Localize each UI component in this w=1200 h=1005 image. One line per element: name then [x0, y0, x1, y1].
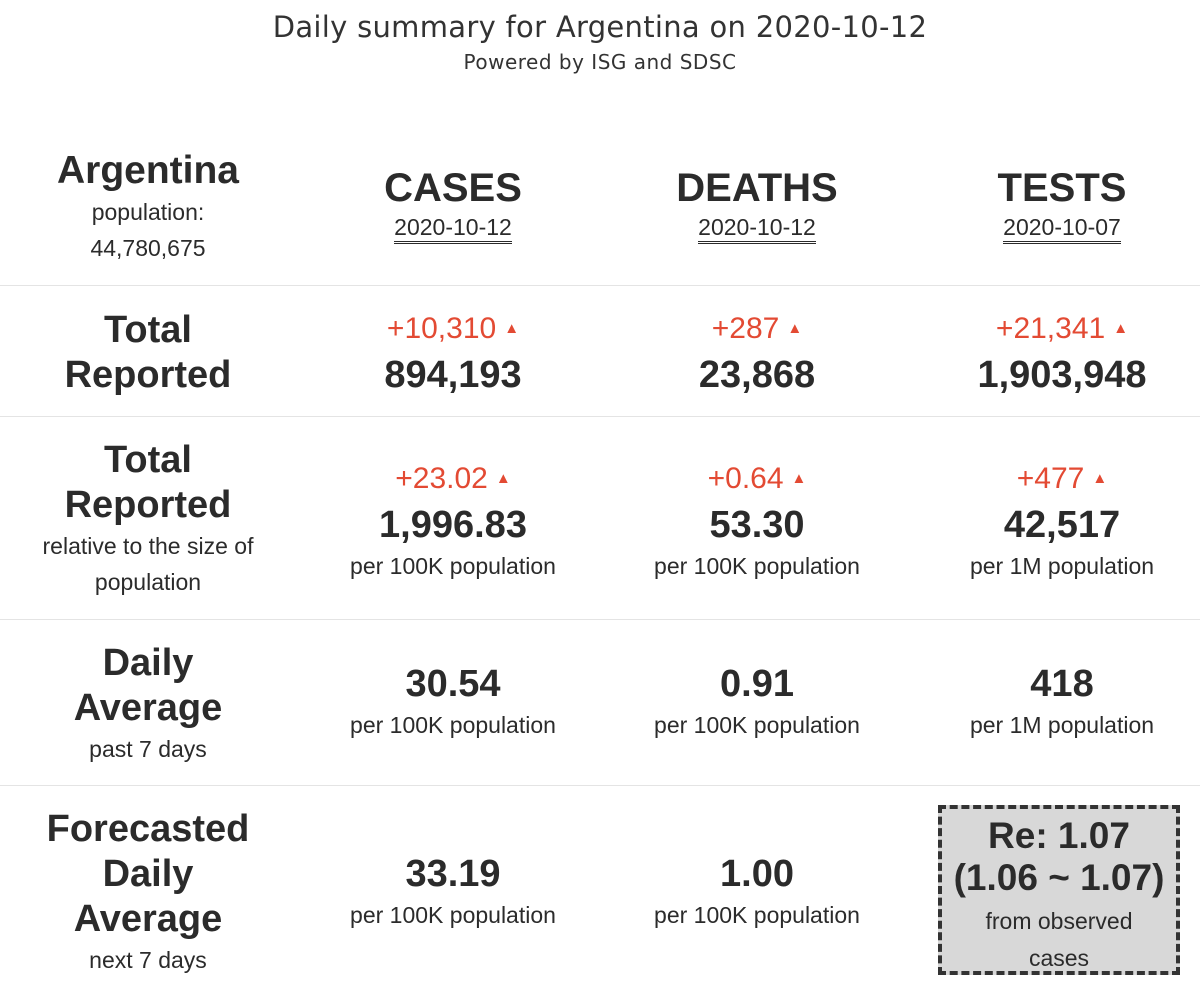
delta-value: +287 ▲	[711, 312, 803, 345]
forecast-value: 33.19	[405, 853, 501, 895]
up-triangle-icon: ▲	[504, 320, 520, 337]
delta-value: +10,310 ▲	[386, 312, 520, 345]
unit-label: per 100K population	[654, 712, 860, 738]
column-header-cases: CASES 2020-10-12	[300, 166, 606, 244]
total-tests-cell: +21,341 ▲ 1,903,948	[910, 311, 1200, 398]
row-label-daily: Daily Average past 7 days	[0, 641, 296, 767]
column-header-deaths: DEATHS 2020-10-12	[606, 166, 908, 244]
unit-label: per 100K population	[350, 712, 556, 738]
daily-value: 30.54	[405, 663, 501, 705]
up-triangle-icon: ▲	[787, 320, 803, 337]
row-label-line: Average	[73, 687, 223, 729]
row-label-forecast: Forecasted Daily Average next 7 days	[0, 807, 296, 978]
country-header: Argentina population: 44,780,675	[0, 148, 296, 266]
unit-label: per 1M population	[969, 712, 1155, 738]
row-divider	[0, 785, 1200, 786]
row-divider	[0, 416, 1200, 417]
row-divider	[0, 619, 1200, 620]
unit-label: per 1M population	[969, 553, 1155, 579]
unit-label: per 100K population	[350, 902, 556, 928]
up-triangle-icon: ▲	[495, 470, 511, 487]
column-title: DEATHS	[676, 166, 838, 210]
page-title: Daily summary for Argentina on 2020-10-1…	[272, 10, 928, 44]
relative-value: 42,517	[1003, 504, 1121, 546]
relative-tests-cell: +477 ▲ 42,517 per 1M population	[910, 461, 1200, 584]
re-source-line: cases	[1028, 945, 1090, 971]
daily-deaths-cell: 0.91 per 100K population	[606, 661, 908, 743]
relative-value: 53.30	[709, 504, 805, 546]
row-label-line: Reported	[64, 354, 232, 396]
relative-value: 1,996.83	[379, 504, 527, 546]
row-label-line: Daily	[102, 642, 194, 684]
row-sublabel: past 7 days	[89, 736, 207, 762]
relative-cases-cell: +23.02 ▲ 1,996.83 per 100K population	[300, 461, 606, 584]
row-label-total: Total Reported	[0, 308, 296, 398]
unit-label: per 100K population	[350, 553, 556, 579]
unit-label: per 100K population	[654, 553, 860, 579]
relative-deaths-cell: +0.64 ▲ 53.30 per 100K population	[606, 461, 908, 584]
total-cases-cell: +10,310 ▲ 894,193	[300, 311, 606, 398]
country-name: Argentina	[56, 149, 239, 192]
column-date[interactable]: 2020-10-12	[394, 214, 512, 244]
row-label-line: Average	[73, 898, 223, 940]
daily-value: 0.91	[720, 663, 794, 705]
up-triangle-icon: ▲	[1092, 470, 1108, 487]
up-triangle-icon: ▲	[791, 470, 807, 487]
column-title: TESTS	[997, 166, 1127, 210]
row-label-line: Forecasted	[46, 808, 250, 850]
column-date[interactable]: 2020-10-07	[1003, 214, 1121, 244]
row-divider	[0, 285, 1200, 286]
total-deaths-cell: +287 ▲ 23,868	[606, 311, 908, 398]
unit-label: per 100K population	[654, 902, 860, 928]
total-value: 1,903,948	[977, 354, 1147, 396]
delta-value: +477 ▲	[1016, 462, 1108, 495]
re-source: from observed cases	[942, 903, 1176, 977]
row-sublabel: relative to the size of	[42, 533, 254, 559]
delta-value: +23.02 ▲	[395, 462, 511, 495]
column-header-tests: TESTS 2020-10-07	[910, 166, 1200, 244]
delta-value: +0.64 ▲	[707, 462, 807, 495]
total-value: 894,193	[384, 354, 522, 396]
column-date[interactable]: 2020-10-12	[698, 214, 816, 244]
row-sublabel: population	[94, 569, 202, 595]
population-value: 44,780,675	[90, 235, 206, 261]
daily-cases-cell: 30.54 per 100K population	[300, 661, 606, 743]
daily-tests-cell: 418 per 1M population	[910, 661, 1200, 743]
re-source-line: from observed	[985, 908, 1133, 934]
daily-value: 418	[1030, 663, 1094, 705]
row-label-line: Total	[104, 309, 192, 351]
population-label: population:	[91, 199, 205, 225]
row-label-line: Daily	[102, 853, 194, 895]
up-triangle-icon: ▲	[1113, 320, 1129, 337]
column-title: CASES	[384, 166, 522, 210]
total-value: 23,868	[698, 354, 816, 396]
page-subtitle: Powered by ISG and SDSC	[463, 50, 737, 74]
re-interval: (1.06 ~ 1.07)	[953, 857, 1165, 898]
row-label-relative: Total Reported relative to the size of p…	[0, 438, 296, 600]
row-label-line: Total	[104, 439, 192, 481]
row-label-line: Reported	[64, 484, 232, 526]
re-estimate-box: Re: 1.07 (1.06 ~ 1.07) from observed cas…	[938, 805, 1180, 975]
forecast-cases-cell: 33.19 per 100K population	[300, 851, 606, 933]
re-value: Re: 1.07	[988, 815, 1130, 856]
forecast-value: 1.00	[720, 853, 794, 895]
forecast-deaths-cell: 1.00 per 100K population	[606, 851, 908, 933]
row-sublabel: next 7 days	[89, 947, 207, 973]
delta-value: +21,341 ▲	[995, 312, 1129, 345]
